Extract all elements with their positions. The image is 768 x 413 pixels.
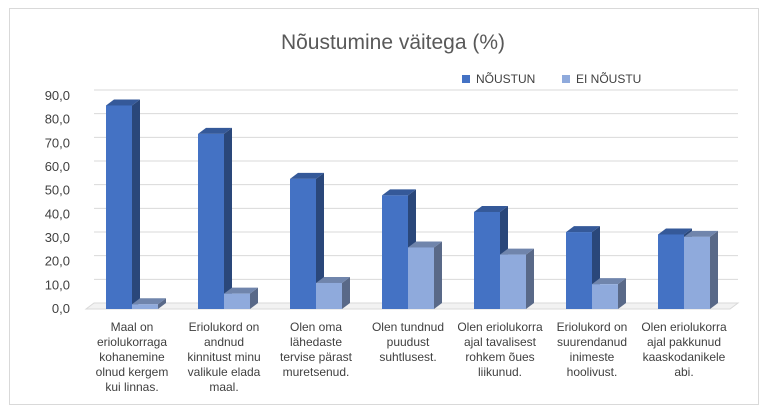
bar-ei-noustu — [316, 276, 350, 309]
category-label: Eriolukord on suurendanud inimeste hoolivus… — [557, 320, 628, 379]
bar-noustun — [198, 127, 232, 309]
y-tick-label: 70,0 — [45, 135, 70, 150]
category-label: Olen oma lähedaste tervise pärast muretsenu… — [280, 320, 353, 379]
bar-ei-noustu — [224, 287, 258, 309]
y-tick-label: 40,0 — [45, 206, 70, 221]
bar-chart: Nõustumine väitega (%) 0,0 10,0 20,0 30,0 40… — [45, 31, 740, 394]
bar-ei-noustu — [132, 298, 166, 309]
y-tick-label: 30,0 — [45, 230, 70, 245]
bar-ei-noustu — [500, 248, 534, 309]
bar-ei-noustu — [408, 241, 442, 309]
bar-ei-noustu — [684, 230, 718, 309]
bar-noustun — [566, 226, 600, 309]
y-tick-label: 50,0 — [45, 183, 70, 198]
y-tick-label: 10,0 — [45, 277, 70, 292]
legend-item: EI NÕUSTU — [562, 71, 641, 86]
bar-noustun — [106, 99, 140, 309]
category-label: Eriolukord on andnud kinnitust minu valikul… — [187, 320, 260, 394]
chart-title: Nõustumine väitega (%) — [281, 31, 505, 54]
legend-swatch — [462, 75, 470, 83]
y-tick-label: 20,0 — [45, 254, 70, 269]
legend-swatch — [562, 75, 570, 83]
chart-frame: Nõustumine väitega (%) 0,0 10,0 20,0 30,0 40… — [9, 8, 759, 405]
y-tick-label: 60,0 — [45, 159, 70, 174]
category-label: Maal on eriolukorraga kohanemine olnud kerg… — [96, 320, 169, 394]
legend-label: NÕUSTUN — [476, 71, 535, 86]
category-label: Olen tundnud puudust suhtlusest. — [372, 320, 444, 364]
category-label: Olen eriolukorra ajal pakkunud kaaskodanik… — [641, 320, 727, 379]
bar-ei-noustu — [592, 278, 626, 309]
y-tick-label: 80,0 — [45, 112, 70, 127]
legend-label: EI NÕUSTU — [576, 71, 641, 86]
legend-item: NÕUSTUN — [462, 71, 535, 86]
y-tick-label: 90,0 — [45, 88, 70, 103]
bar-noustun — [290, 172, 324, 309]
category-label: Olen eriolukorra ajal tavalisest rohkem õu… — [457, 320, 543, 379]
y-tick-label: 0,0 — [52, 301, 70, 316]
